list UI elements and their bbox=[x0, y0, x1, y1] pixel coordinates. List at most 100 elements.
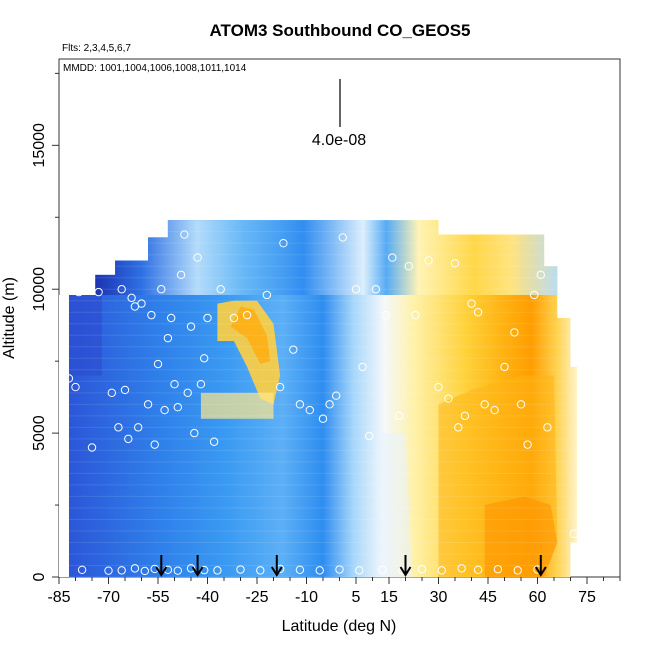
sample-point bbox=[117, 285, 126, 294]
sample-point bbox=[64, 374, 74, 383]
sample-point bbox=[157, 285, 166, 294]
sample-point bbox=[87, 443, 97, 452]
sample-point bbox=[143, 400, 153, 409]
sample-point bbox=[411, 310, 420, 320]
sample-point bbox=[381, 310, 390, 320]
profile-arrows bbox=[155, 555, 547, 577]
sample-point bbox=[173, 403, 183, 412]
scale-label: 4.0e-08 bbox=[312, 132, 366, 149]
x-tick-label: 60 bbox=[529, 589, 547, 606]
co-tongue-core bbox=[230, 306, 271, 365]
sample-point bbox=[203, 313, 212, 323]
sample-point bbox=[216, 285, 225, 294]
profile-arrow bbox=[191, 555, 204, 577]
sample-point bbox=[295, 400, 305, 409]
sample-point bbox=[196, 379, 206, 389]
sample-point bbox=[457, 564, 466, 573]
sample-point bbox=[332, 391, 341, 400]
sample-point bbox=[77, 565, 87, 575]
sample-point bbox=[186, 322, 196, 331]
sample-points bbox=[64, 230, 578, 576]
sample-point bbox=[137, 299, 146, 308]
y-tick-label: 10000 bbox=[31, 267, 48, 312]
sample-point bbox=[388, 253, 397, 262]
x-tick-label: -25 bbox=[245, 589, 268, 606]
sample-point bbox=[530, 290, 539, 300]
dates-annotation: MMDD: 1001,1004,1006,1008,1011,1014 bbox=[63, 63, 247, 74]
profile-arrow bbox=[270, 555, 283, 577]
sample-point bbox=[490, 405, 499, 415]
sample-point bbox=[183, 388, 192, 398]
co-field-upper bbox=[95, 220, 558, 295]
sample-point bbox=[117, 566, 126, 575]
sample-point bbox=[180, 230, 189, 239]
x-tick-label: -10 bbox=[295, 589, 318, 606]
sample-point bbox=[437, 566, 446, 575]
sample-point bbox=[523, 440, 532, 449]
sample-point bbox=[275, 382, 285, 392]
sample-point bbox=[295, 565, 305, 575]
sample-point bbox=[315, 566, 324, 575]
co-field-edge bbox=[59, 294, 69, 577]
sample-point bbox=[193, 253, 202, 262]
co-field bbox=[59, 220, 578, 578]
sample-point bbox=[467, 299, 476, 308]
sample-point bbox=[434, 382, 443, 392]
sample-point bbox=[404, 262, 413, 271]
sample-point bbox=[338, 233, 347, 242]
sample-point bbox=[473, 308, 483, 317]
sample-point bbox=[200, 354, 209, 363]
sample-point bbox=[186, 564, 196, 573]
sample-point bbox=[94, 287, 103, 297]
sample-point bbox=[71, 382, 80, 392]
sample-point bbox=[279, 238, 288, 248]
profile-arrow-head bbox=[191, 566, 204, 577]
sample-point bbox=[444, 394, 453, 403]
x-tick-label: 45 bbox=[479, 589, 497, 606]
sample-point bbox=[190, 428, 199, 438]
sample-point bbox=[450, 259, 460, 268]
sample-point bbox=[163, 333, 173, 343]
flights-subtitle: Flts: 2,3,4,5,6,7 bbox=[62, 43, 131, 54]
chart-title: ATOM3 Southbound CO_GEOS5 bbox=[210, 21, 471, 40]
sample-point bbox=[242, 310, 252, 320]
x-tick-label: 30 bbox=[430, 589, 448, 606]
sample-point bbox=[134, 423, 143, 432]
sample-point bbox=[236, 565, 245, 574]
profile-arrow-head bbox=[534, 566, 547, 577]
profile-arrow-head bbox=[399, 566, 412, 577]
sample-point bbox=[153, 359, 163, 369]
sample-point bbox=[150, 440, 159, 449]
sample-point bbox=[480, 400, 489, 409]
sample-point bbox=[513, 566, 522, 575]
profile-arrow-head bbox=[155, 566, 168, 577]
co-pale-column bbox=[379, 433, 413, 577]
sample-point bbox=[176, 270, 186, 280]
x-axis: -85 -70 -55 -40 -25 -10 5 15 30 45 60 75 bbox=[47, 577, 621, 606]
x-tick-label: 15 bbox=[380, 589, 398, 606]
x-tick-label: -85 bbox=[47, 589, 70, 606]
sample-point bbox=[160, 405, 169, 415]
x-tick-label: 75 bbox=[578, 589, 596, 606]
x-tick-label: -40 bbox=[196, 589, 219, 606]
sample-point bbox=[170, 379, 179, 389]
sample-point bbox=[371, 285, 380, 294]
sample-point bbox=[114, 423, 123, 432]
profile-arrow bbox=[399, 555, 412, 577]
sample-point bbox=[365, 431, 374, 441]
sample-point bbox=[536, 270, 545, 280]
sample-point bbox=[454, 423, 463, 432]
sample-point bbox=[130, 564, 140, 573]
sample-point bbox=[173, 566, 183, 575]
sample-point bbox=[140, 566, 150, 576]
sample-point bbox=[262, 290, 272, 300]
sample-point bbox=[500, 362, 509, 372]
y-tick-label: 15000 bbox=[31, 123, 48, 168]
x-tick-label: 5 bbox=[352, 589, 361, 606]
sample-point bbox=[335, 565, 344, 574]
sample-point bbox=[358, 362, 367, 372]
sample-point bbox=[167, 313, 176, 323]
sample-point bbox=[325, 400, 334, 409]
y-axis: 0 5000 10000 15000 bbox=[31, 72, 59, 581]
